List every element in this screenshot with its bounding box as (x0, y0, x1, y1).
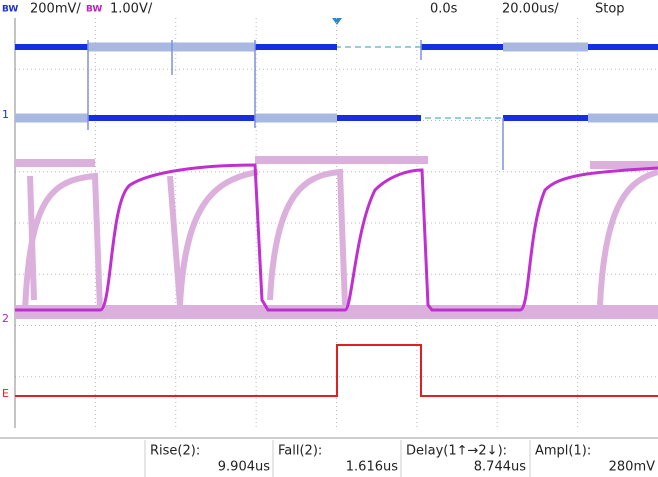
scope-screen: BW 200mV/ BW 1.00V/ 0.0s 20.00us/ Stop 1… (0, 0, 658, 477)
run-status[interactable]: Stop (595, 2, 625, 17)
ch1-scale[interactable]: 200mV/ (30, 2, 81, 17)
measure-label: Delay(1↑→2↓): (406, 444, 507, 459)
measure-value: 9.904us (218, 460, 270, 475)
ch2-scale[interactable]: 1.00V/ (110, 2, 153, 17)
measure-label: Rise(2): (150, 444, 200, 459)
time-scale[interactable]: 20.00us/ (502, 2, 559, 17)
measure-value: 8.744us (474, 460, 526, 475)
ch2-marker: 2 (2, 312, 9, 325)
measure-label: Ampl(1): (535, 444, 591, 459)
ch1-marker: 1 (2, 108, 9, 121)
time-offset[interactable]: 0.0s (430, 2, 458, 17)
measure-value: 1.616us (346, 460, 398, 475)
measure-value: 280mV (609, 460, 655, 475)
ext-marker: E (2, 387, 9, 400)
ch2-bw: BW (86, 5, 102, 15)
measure-label: Fall(2): (278, 444, 322, 459)
ch1-bw: BW (2, 5, 18, 15)
